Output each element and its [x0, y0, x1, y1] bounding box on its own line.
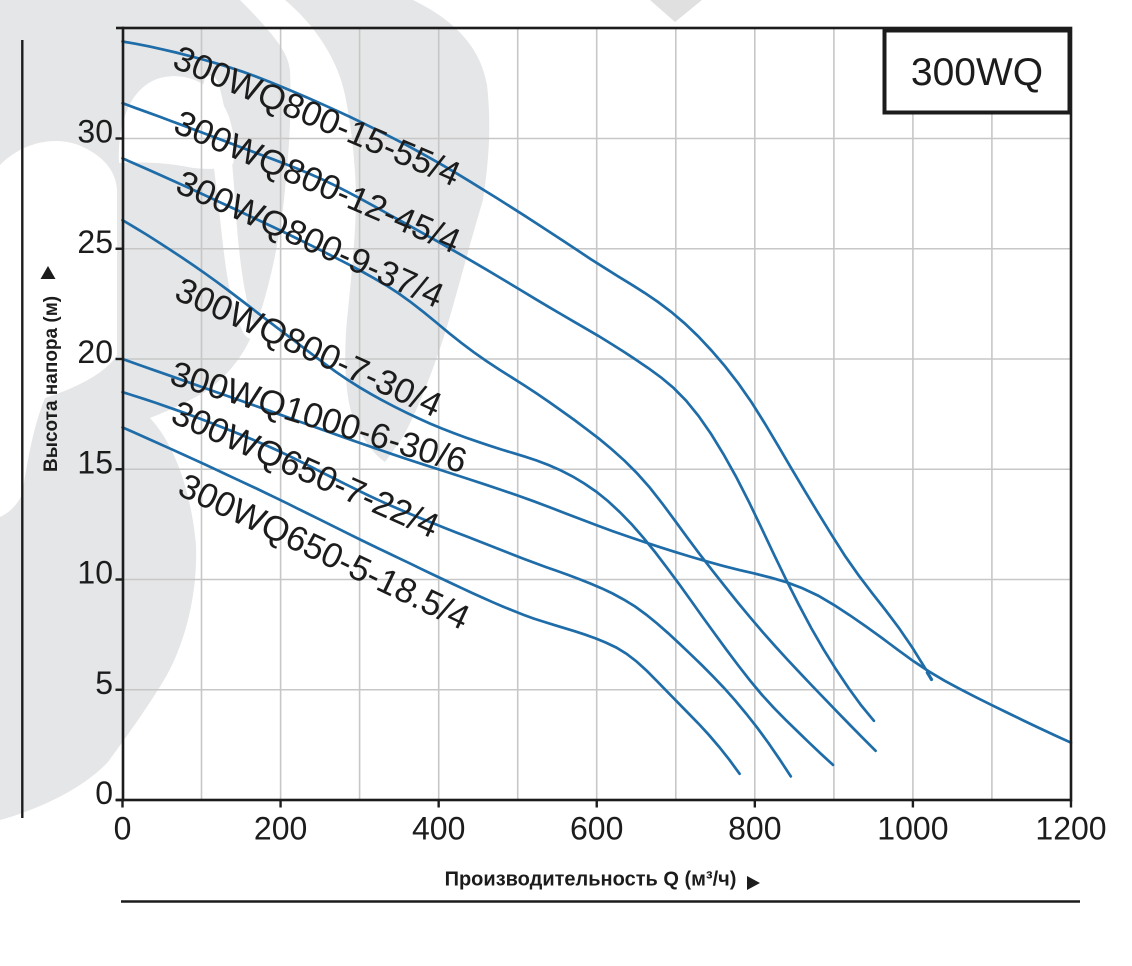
svg-text:200: 200 — [254, 811, 307, 847]
svg-text:1200: 1200 — [1035, 811, 1106, 847]
svg-text:20: 20 — [77, 334, 113, 370]
svg-text:15: 15 — [77, 444, 113, 480]
svg-text:10: 10 — [77, 555, 113, 591]
svg-text:Производительность Q (м³/ч): Производительность Q (м³/ч) — [445, 869, 737, 891]
svg-text:1000: 1000 — [877, 811, 948, 847]
svg-text:0: 0 — [114, 811, 132, 847]
svg-text:25: 25 — [77, 224, 113, 260]
svg-text:0: 0 — [95, 775, 113, 811]
svg-text:5: 5 — [95, 665, 113, 701]
svg-text:Высота напора (м): Высота напора (м) — [41, 296, 62, 472]
svg-text:800: 800 — [728, 811, 781, 847]
svg-text:300WQ: 300WQ — [911, 51, 1043, 94]
svg-text:30: 30 — [77, 114, 113, 150]
svg-text:400: 400 — [412, 811, 465, 847]
svg-text:600: 600 — [570, 811, 623, 847]
